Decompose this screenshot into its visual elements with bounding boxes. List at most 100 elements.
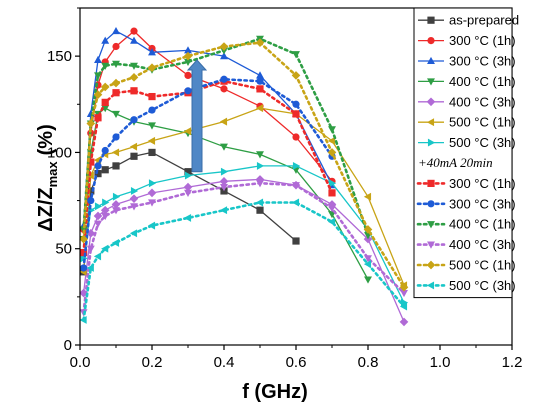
y-axis-label-main: ΔZ/Z — [35, 187, 57, 231]
x-tick-label: 1.2 — [502, 354, 523, 371]
data-point — [328, 205, 336, 213]
data-point — [101, 244, 109, 253]
data-point — [399, 302, 408, 311]
data-point — [256, 85, 264, 93]
data-point — [80, 248, 88, 257]
y-axis-label-sub: max — [45, 161, 60, 188]
legend-label: 500 °C (3h) — [449, 135, 516, 150]
legend-box — [413, 7, 513, 299]
data-point — [148, 122, 156, 130]
data-point — [112, 133, 120, 141]
data-point — [183, 213, 192, 222]
data-point — [112, 42, 120, 51]
data-point — [328, 126, 336, 134]
y-tick-label: 150 — [47, 48, 72, 65]
data-point — [220, 85, 228, 93]
data-point — [256, 77, 264, 85]
data-point — [86, 264, 94, 272]
data-point — [363, 192, 372, 201]
legend-marker — [426, 97, 436, 107]
legend-marker — [427, 241, 435, 249]
legend-label: 300 °C (1h) — [449, 33, 516, 48]
legend-marker — [427, 56, 435, 65]
data-point — [292, 133, 300, 141]
data-point — [147, 136, 156, 145]
legend-label: 400 °C (1h) — [449, 217, 516, 232]
data-point — [399, 282, 409, 292]
legend-label: 300 °C (1h) — [449, 176, 516, 191]
y-tick-label: 0 — [64, 337, 72, 354]
data-point — [148, 92, 156, 101]
data-point — [184, 168, 192, 176]
data-point — [87, 187, 95, 195]
legend-marker — [427, 200, 435, 208]
y-tick-label: 50 — [55, 241, 72, 258]
data-point — [129, 194, 139, 203]
legend-marker — [426, 118, 435, 127]
series-line — [82, 79, 334, 254]
series-12 — [79, 198, 408, 324]
data-point — [94, 170, 102, 178]
data-point — [101, 62, 110, 70]
data-point — [80, 254, 88, 263]
data-point — [255, 38, 265, 47]
data-point — [148, 48, 156, 56]
data-point — [400, 289, 408, 298]
data-point — [292, 237, 300, 245]
data-point — [220, 47, 228, 55]
legend-label: 500 °C (1h) — [449, 258, 516, 273]
legend-item: 500 °C (3h) — [418, 135, 516, 150]
data-point — [87, 158, 95, 166]
x-tick-label: 0.0 — [70, 354, 91, 371]
data-point — [129, 73, 139, 82]
data-point — [130, 36, 138, 44]
legend-header: +40mA 20min — [418, 155, 493, 170]
data-point — [130, 186, 139, 195]
up-arrow-icon — [186, 59, 208, 173]
legend-marker — [427, 179, 435, 187]
data-point — [256, 71, 264, 79]
data-point — [130, 152, 138, 160]
data-point — [112, 89, 120, 97]
data-point — [327, 148, 337, 157]
legend: as-prepared 300 °C (1h) 300 °C (3h) 400 °C … — [413, 7, 519, 299]
data-point — [327, 217, 336, 226]
legend-item: 300 °C (1h) — [416, 176, 516, 191]
data-point — [100, 82, 110, 92]
legend-marker — [426, 281, 435, 290]
data-point — [184, 189, 192, 198]
data-point — [102, 198, 110, 207]
data-point — [184, 87, 192, 95]
data-point — [399, 317, 409, 327]
legend-item: 500 °C (3h) — [416, 278, 516, 293]
legend-label: 400 °C (3h) — [449, 94, 516, 109]
x-tick-label: 0.8 — [358, 354, 379, 371]
data-point — [363, 225, 373, 234]
legend-item: as-prepared — [418, 13, 519, 28]
data-point — [148, 148, 156, 157]
data-point — [219, 176, 229, 186]
legend-label: 500 °C (3h) — [449, 278, 516, 293]
y-axis-label: ΔZ/Zmax (%) — [35, 124, 60, 232]
data-point — [219, 206, 228, 215]
data-point — [183, 182, 193, 192]
legend-item: 500 °C (1h) — [418, 115, 516, 130]
data-point — [256, 180, 264, 188]
data-point — [220, 75, 228, 83]
series-line — [82, 30, 333, 226]
annotation-layer — [186, 59, 208, 173]
legend-marker — [427, 16, 435, 24]
data-point — [86, 245, 95, 253]
legend-item: 400 °C (3h) — [416, 237, 516, 252]
data-point — [130, 203, 138, 211]
legend-label: 400 °C (1h) — [449, 74, 516, 89]
x-axis-label: f (GHz) — [242, 381, 308, 403]
data-point — [93, 211, 103, 221]
legend-item: 300 °C (3h) — [416, 196, 516, 211]
data-point — [292, 100, 300, 108]
data-point — [292, 51, 300, 59]
data-point — [220, 52, 228, 60]
data-point — [94, 55, 102, 64]
data-point — [220, 184, 228, 192]
